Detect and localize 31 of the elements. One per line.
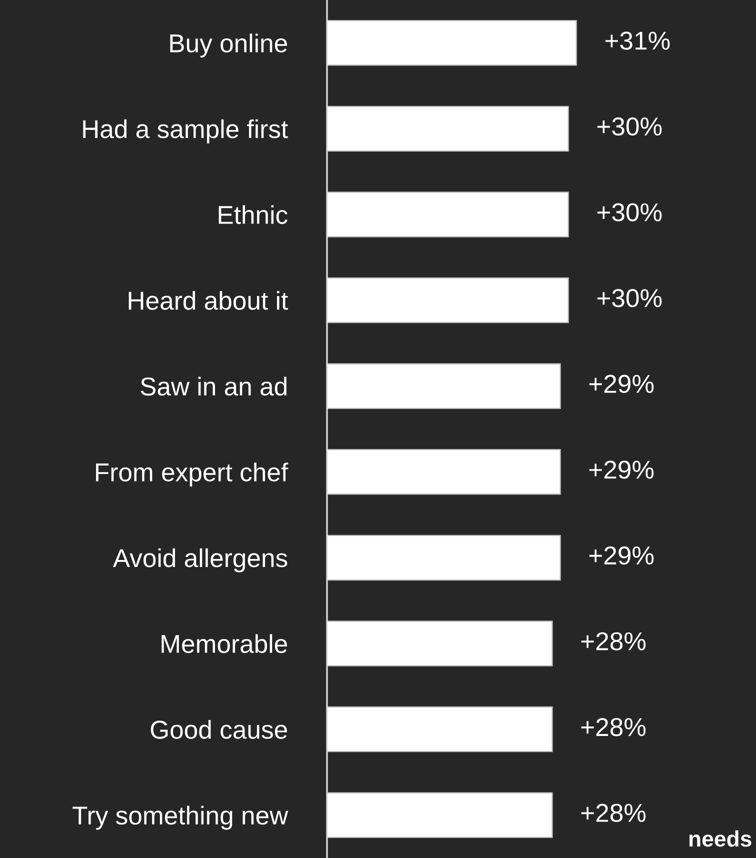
y-tick-label: Saw in an ad [140,376,286,396]
data-label: +30% [597,117,662,136]
bar [327,449,561,495]
data-label: +28% [581,718,646,736]
y-tick-label: Memorable [162,634,287,654]
bar [327,706,553,752]
text: needs [689,830,752,847]
bar [327,620,553,666]
bar [327,192,569,238]
y-tick-label: Good cause [150,720,287,739]
data-label: +28% [581,804,646,822]
data-label: +29% [589,546,654,565]
y-tick-label: From expert chef [96,462,288,487]
data-label: +29% [589,374,654,393]
bar [327,277,569,324]
y-tick-label: Try something new [72,806,288,830]
bar [327,106,569,152]
y-tick-label: Buy online [170,34,287,58]
y-tick-label: Avoid allergens [112,548,288,572]
bar [327,363,561,409]
data-label: +29% [589,460,654,479]
bar [327,20,577,66]
y-tick-label: Had a sample first [83,119,288,144]
data-label: +30% [597,289,662,308]
data-label: +28% [581,632,646,650]
data-label: +30% [597,203,662,222]
y-tick-label: Heard about it [128,290,288,310]
bar [327,534,561,581]
bar [327,792,553,838]
data-label: +31% [605,32,670,50]
y-tick-label: Ethnic [218,205,288,224]
